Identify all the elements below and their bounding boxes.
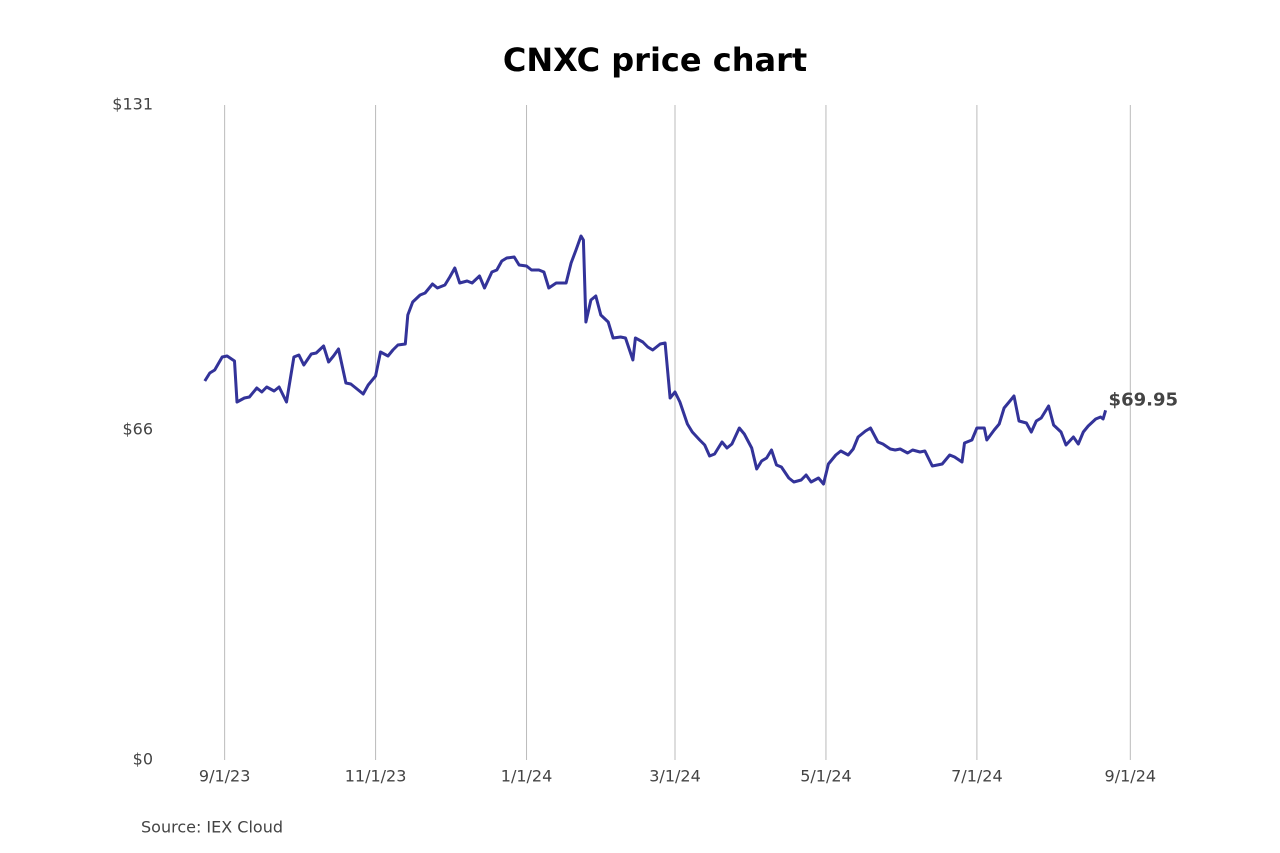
y-tick-label: $131	[112, 95, 153, 114]
y-tick-label: $66	[122, 420, 153, 439]
x-tick-label: 9/1/23	[199, 767, 251, 786]
y-tick-label: $0	[133, 750, 153, 769]
x-tick-label: 11/1/23	[345, 767, 407, 786]
price-line	[203, 234, 1108, 486]
x-tick-label: 5/1/24	[800, 767, 852, 786]
x-tick-label: 1/1/24	[501, 767, 553, 786]
x-tick-label: 9/1/24	[1105, 767, 1157, 786]
chart-title: CNXC price chart	[503, 41, 807, 79]
source-note: Source: IEX Cloud	[141, 818, 283, 837]
x-tick-label: 3/1/24	[649, 767, 701, 786]
x-tick-label: 7/1/24	[951, 767, 1003, 786]
last-price-label: $69.95	[1109, 389, 1178, 410]
